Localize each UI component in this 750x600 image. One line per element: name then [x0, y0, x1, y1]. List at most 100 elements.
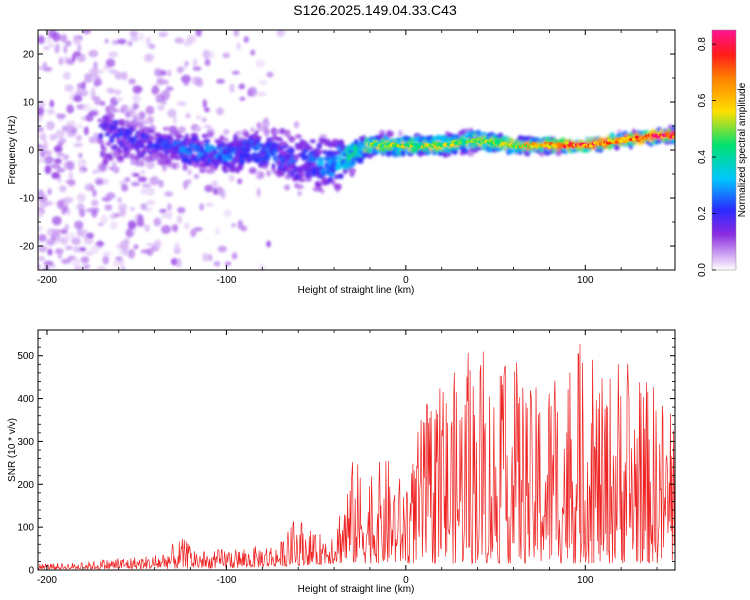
- heatmap-cell: [38, 126, 45, 133]
- colorbar-gradient: [711, 29, 737, 271]
- heatmap-cell: [162, 153, 169, 160]
- heatmap-cell: [128, 78, 136, 85]
- y-tick-label: 100: [17, 523, 34, 534]
- heatmap-cell: [79, 89, 89, 97]
- heatmap-cell: [204, 184, 214, 193]
- heatmap-cell: [175, 162, 180, 169]
- heatmap-cell: [204, 124, 212, 129]
- heatmap-cell: [671, 124, 675, 133]
- heatmap-cell: [143, 119, 150, 125]
- heatmap-core: [432, 141, 437, 145]
- heatmap-cell: [63, 45, 68, 54]
- heatmap-cell: [73, 94, 83, 103]
- heatmap-cell: [85, 113, 94, 122]
- heatmap-cell: [162, 164, 167, 172]
- heatmap-cell: [169, 138, 174, 144]
- heatmap-cell: [472, 148, 479, 153]
- heatmap-cell: [105, 58, 116, 68]
- y-tick-label: 500: [17, 351, 34, 362]
- heatmap-cell: [51, 216, 62, 226]
- colorbar-tick-label: 0.6: [697, 93, 708, 107]
- heatmap-cell: [235, 130, 242, 136]
- heatmap-cell: [231, 223, 236, 228]
- heatmap-cell: [44, 165, 52, 175]
- heatmap-cell: [398, 129, 403, 136]
- heatmap-cell: [224, 261, 232, 266]
- heatmap-cell: [66, 208, 71, 216]
- spectrogram-blobs: [38, 30, 675, 270]
- heatmap-cell: [266, 137, 274, 143]
- heatmap-cell: [247, 89, 253, 97]
- heatmap-cell: [90, 87, 96, 98]
- heatmap-cell: [254, 130, 259, 135]
- heatmap-cell: [46, 108, 55, 115]
- heatmap-cell: [190, 228, 197, 238]
- heatmap-cell: [156, 77, 165, 86]
- colorbar-ticks: 0.0 0.2 0.4 0.6 0.8: [697, 37, 716, 277]
- heatmap-cell: [130, 160, 136, 165]
- heatmap-cell: [109, 154, 113, 162]
- heatmap-cell: [143, 53, 153, 63]
- heatmap-cell: [176, 258, 182, 268]
- heatmap-cell: [285, 165, 291, 172]
- x-tick-label: -200: [37, 275, 57, 286]
- heatmap-cell: [38, 114, 43, 123]
- heatmap-cell: [112, 166, 120, 174]
- heatmap-cell: [88, 136, 99, 144]
- heatmap-cell: [52, 32, 61, 42]
- heatmap-cell: [205, 202, 214, 207]
- heatmap-cell: [101, 152, 108, 158]
- heatmap-cell: [129, 30, 139, 37]
- heatmap-cell: [84, 73, 92, 84]
- heatmap-cell: [192, 58, 198, 68]
- heatmap-cell: [173, 116, 177, 124]
- heatmap-cell: [435, 134, 443, 142]
- y-tick-label: 0: [28, 146, 34, 157]
- heatmap-cell: [72, 53, 76, 62]
- heatmap-cell: [231, 252, 238, 260]
- heatmap-cell: [111, 119, 120, 124]
- heatmap-cell: [98, 132, 104, 139]
- x-tick-label: 0: [403, 575, 409, 586]
- heatmap-cell: [277, 137, 283, 142]
- colorbar: 0.0 0.2 0.4 0.6 0.8 Normalized spectral ampl…: [697, 29, 748, 277]
- heatmap-cell: [120, 258, 125, 268]
- heatmap-cell: [129, 206, 135, 212]
- heatmap-cell: [284, 143, 289, 149]
- heatmap-cell: [74, 220, 84, 230]
- heatmap-cell: [670, 138, 675, 143]
- y-tick-label: -20: [20, 242, 35, 253]
- heatmap-cell: [162, 126, 169, 132]
- heatmap-cell: [159, 70, 167, 76]
- heatmap-cell: [233, 134, 238, 141]
- heatmap-cell: [85, 208, 93, 213]
- heatmap-cell: [278, 145, 287, 150]
- heatmap-cell: [208, 51, 216, 59]
- y-tick-label: 20: [23, 50, 35, 61]
- heatmap-cell: [76, 193, 86, 203]
- heatmap-cell: [46, 238, 56, 246]
- heatmap-cell: [279, 128, 286, 135]
- heatmap-cell: [467, 150, 475, 157]
- heatmap-cell: [266, 240, 271, 248]
- heatmap-cell: [193, 227, 203, 232]
- heatmap-cell: [633, 132, 641, 138]
- heatmap-cell: [76, 123, 83, 130]
- heatmap-cell: [109, 221, 119, 230]
- heatmap-cell: [204, 107, 210, 113]
- heatmap-cell: [88, 49, 99, 58]
- heatmap-cell: [206, 131, 214, 138]
- heatmap-cell: [243, 36, 249, 43]
- heatmap-cell: [208, 254, 213, 262]
- heatmap-cell: [78, 152, 83, 159]
- heatmap-cell: [151, 87, 160, 95]
- heatmap-cell: [81, 81, 86, 90]
- heatmap-cell: [46, 228, 57, 237]
- heatmap-cell: [239, 96, 246, 101]
- heatmap-cell: [290, 148, 295, 154]
- heatmap-cell: [174, 242, 180, 249]
- heatmap-cell: [56, 151, 64, 158]
- heatmap-cell: [77, 43, 82, 53]
- heatmap-cell: [208, 169, 216, 174]
